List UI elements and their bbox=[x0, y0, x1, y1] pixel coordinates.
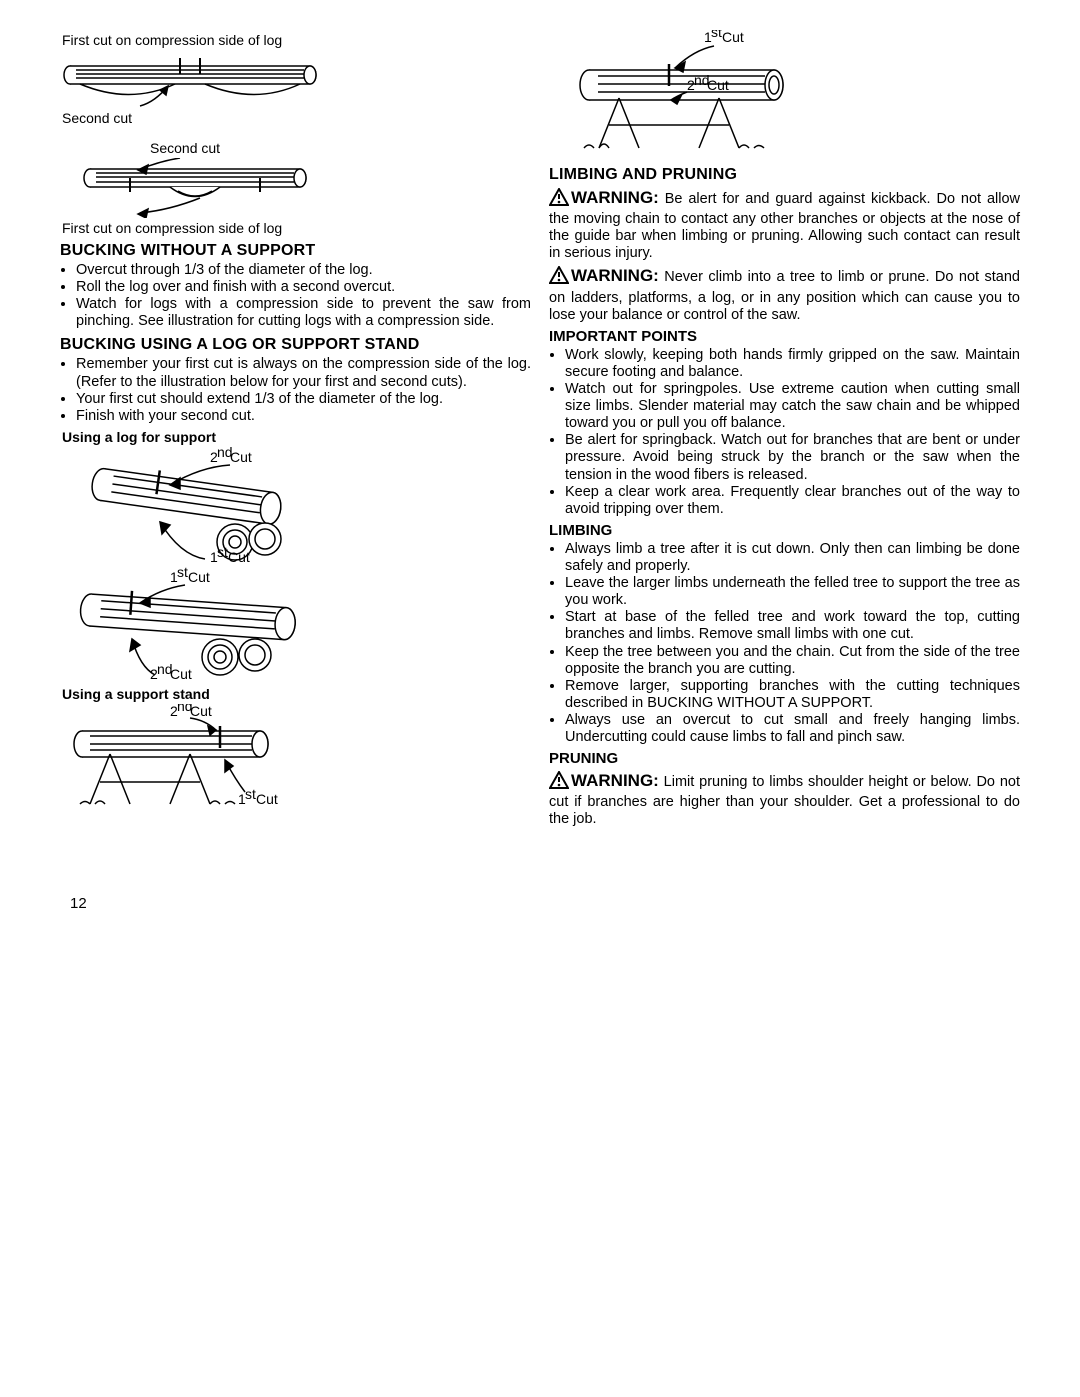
warning-icon bbox=[549, 188, 569, 211]
list-item: Finish with your second cut. bbox=[76, 408, 531, 425]
list-item: Remember your first cut is always on the… bbox=[76, 356, 531, 390]
svg-text:Cut: Cut bbox=[190, 704, 212, 719]
svg-text:st: st bbox=[711, 30, 722, 40]
fig3b-illustration: 1 st Cut bbox=[60, 567, 320, 682]
list-item: Always use an overcut to cut small and f… bbox=[565, 712, 1020, 746]
warning-1: WARNING: Be alert for and guard against … bbox=[549, 188, 1020, 262]
fig1-top-label: First cut on compression side of log bbox=[62, 32, 531, 48]
warning-prefix: WARNING: bbox=[571, 188, 659, 207]
list-item: Your first cut should extend 1/3 of the … bbox=[76, 391, 531, 408]
heading-bucking-support: BUCKING USING A LOG OR SUPPORT STAND bbox=[60, 336, 531, 354]
list-item: Leave the larger limbs underneath the fe… bbox=[565, 575, 1020, 609]
warning-prefix: WARNING: bbox=[571, 266, 659, 285]
heading-important-points: IMPORTANT POINTS bbox=[549, 328, 1020, 345]
heading-limbing: LIMBING bbox=[549, 522, 1020, 539]
fig2-top-label: Second cut bbox=[150, 140, 531, 156]
svg-text:st: st bbox=[245, 786, 256, 802]
warning-prefix: WARNING: bbox=[571, 771, 659, 790]
list-item: Keep a clear work area. Frequently clear… bbox=[565, 484, 1020, 518]
list-item: Always limb a tree after it is cut down.… bbox=[565, 541, 1020, 575]
warning-icon bbox=[549, 771, 569, 794]
left-column: First cut on compression side of log bbox=[60, 30, 531, 833]
svg-text:Cut: Cut bbox=[707, 77, 729, 93]
fig5-illustration: 1 st Cut 2 nd Cut bbox=[559, 30, 819, 160]
bucking-support-list: Remember your first cut is always on the… bbox=[60, 356, 531, 424]
svg-text:Cut: Cut bbox=[228, 549, 250, 565]
heading-bucking-no-support: BUCKING WITHOUT A SUPPORT bbox=[60, 242, 531, 260]
fig1-illustration bbox=[60, 50, 320, 108]
svg-text:Cut: Cut bbox=[230, 449, 252, 465]
bucking-no-support-list: Overcut through 1/3 of the diameter of t… bbox=[60, 262, 531, 330]
fig3a-illustration: 2 nd Cut bbox=[60, 447, 320, 567]
svg-text:Cut: Cut bbox=[188, 569, 210, 585]
fig4-illustration: 2 nd Cut bbox=[60, 704, 300, 814]
warning-icon bbox=[549, 266, 569, 289]
page-number: 12 bbox=[70, 895, 1080, 912]
fig2-bottom-label: First cut on compression side of log bbox=[62, 220, 531, 236]
important-points-list: Work slowly, keeping both hands firmly g… bbox=[549, 347, 1020, 518]
svg-text:Cut: Cut bbox=[256, 791, 278, 807]
heading-pruning: PRUNING bbox=[549, 750, 1020, 767]
list-item: Remove larger, supporting branches with … bbox=[565, 678, 1020, 712]
list-item: Watch for logs with a compression side t… bbox=[76, 296, 531, 330]
fig4-title: Using a support stand bbox=[62, 686, 531, 702]
fig2-illustration bbox=[60, 158, 320, 218]
list-item: Start at base of the felled tree and wor… bbox=[565, 609, 1020, 643]
list-item: Watch out for springpoles. Use extreme c… bbox=[565, 381, 1020, 432]
list-item: Roll the log over and finish with a seco… bbox=[76, 279, 531, 296]
right-column: 1 st Cut 2 nd Cut bbox=[549, 30, 1020, 833]
svg-text:Cut: Cut bbox=[170, 666, 192, 682]
list-item: Keep the tree between you and the chain.… bbox=[565, 644, 1020, 678]
heading-limbing-pruning: LIMBING AND PRUNING bbox=[549, 166, 1020, 184]
limbing-list: Always limb a tree after it is cut down.… bbox=[549, 541, 1020, 746]
list-item: Overcut through 1/3 of the diameter of t… bbox=[76, 262, 531, 279]
fig1-bottom-label: Second cut bbox=[62, 110, 531, 126]
list-item: Be alert for springback. Watch out for b… bbox=[565, 432, 1020, 483]
fig3-title: Using a log for support bbox=[62, 429, 531, 445]
list-item: Work slowly, keeping both hands firmly g… bbox=[565, 347, 1020, 381]
svg-text:st: st bbox=[177, 567, 188, 580]
svg-text:Cut: Cut bbox=[722, 30, 744, 45]
warning-3: WARNING: Limit pruning to limbs shoulder… bbox=[549, 771, 1020, 828]
warning-2: WARNING: Never climb into a tree to limb… bbox=[549, 266, 1020, 323]
svg-text:st: st bbox=[217, 544, 228, 560]
